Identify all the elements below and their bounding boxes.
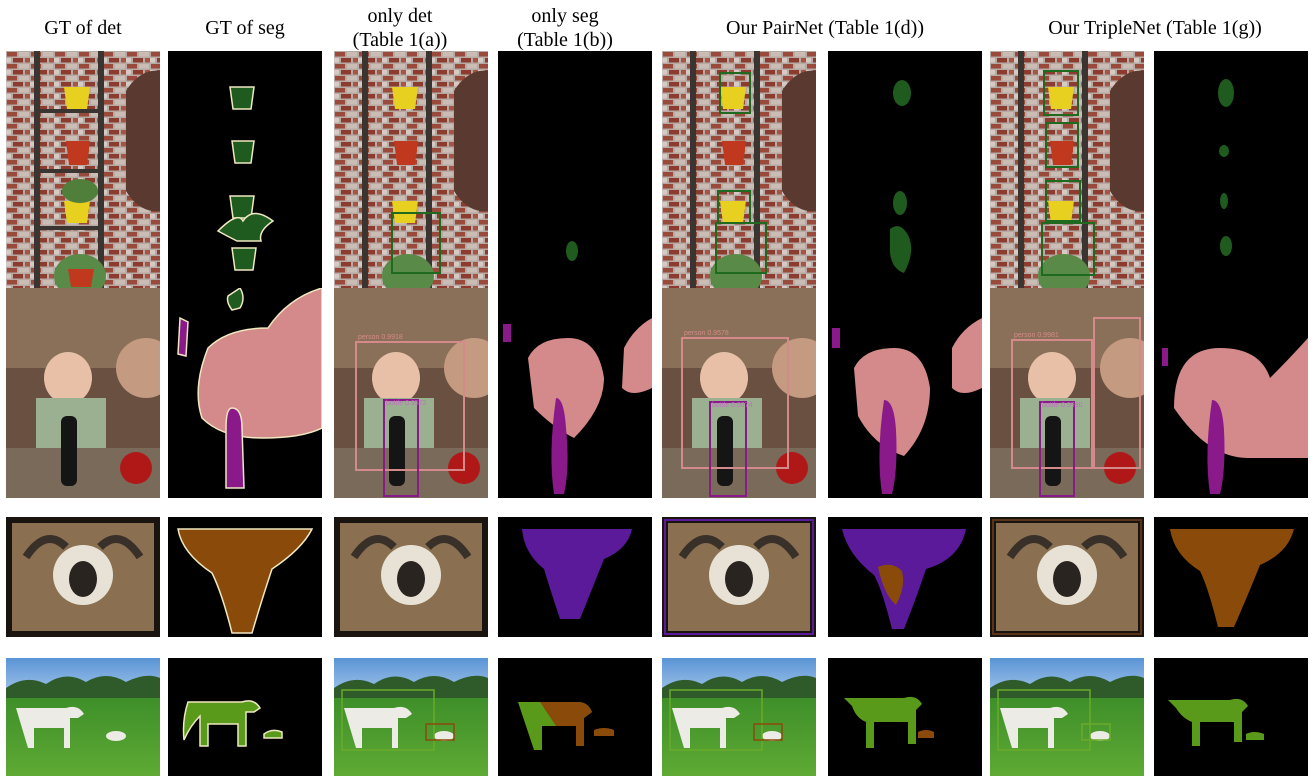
box-label-bottle-d: bottle 0.9974 bbox=[712, 402, 753, 409]
row2-pairnet-seg-mask bbox=[828, 288, 982, 498]
box-label-bottle-g: bottle 0.9980 bbox=[1042, 402, 1083, 409]
row2-gt-seg-mask bbox=[168, 288, 322, 498]
row3-triplenet-det-photo bbox=[990, 517, 1144, 637]
row2-pairnet-det-photo: person 0.9578 bottle 0.9974 bbox=[662, 288, 816, 498]
row4-gt-seg-mask bbox=[168, 658, 322, 776]
row1-gt-seg-mask bbox=[168, 51, 322, 288]
row4-pairnet-seg-mask bbox=[828, 658, 982, 776]
row1-only-det-photo bbox=[334, 51, 488, 288]
box-label-person-g: person 0.9981 bbox=[1014, 332, 1059, 339]
row1-gt-det-photo bbox=[6, 51, 160, 288]
row4-only-seg-mask bbox=[498, 658, 652, 776]
row4-gt-det-photo bbox=[6, 658, 160, 776]
row4-triplenet-seg-mask bbox=[1154, 658, 1308, 776]
row3-gt-seg-mask bbox=[168, 517, 322, 637]
row1-only-seg-mask bbox=[498, 51, 652, 288]
header-triplenet: Our TripleNet (Table 1(g)) bbox=[1048, 17, 1262, 39]
header-gt-det: GT of det bbox=[44, 17, 122, 39]
row2-gt-det-photo bbox=[6, 288, 160, 498]
header-only-det: only det (Table 1(a)) bbox=[352, 5, 448, 51]
row3-only-det-photo bbox=[334, 517, 488, 637]
row4-pairnet-det-photo bbox=[662, 658, 816, 776]
row1-triplenet-seg-mask bbox=[1154, 51, 1308, 288]
row1-triplenet-det-photo bbox=[990, 51, 1144, 288]
row4-triplenet-det-photo bbox=[990, 658, 1144, 776]
row3-only-seg-mask bbox=[498, 517, 652, 637]
box-label-bottle-a: bottle 0.9572 bbox=[386, 400, 427, 407]
row2-triplenet-seg-mask bbox=[1154, 288, 1308, 498]
row3-gt-det-photo bbox=[6, 517, 160, 637]
row3-triplenet-seg-mask bbox=[1154, 517, 1308, 637]
header-gt-seg: GT of seg bbox=[205, 17, 285, 39]
row1-pairnet-seg-mask bbox=[828, 51, 982, 288]
row2-only-det-photo: person 0.9918 bottle 0.9572 bbox=[334, 288, 488, 498]
row1-pairnet-det-photo bbox=[662, 51, 816, 288]
row2-triplenet-det-photo: person 0.9981 bottle 0.9980 bbox=[990, 288, 1144, 498]
row3-pairnet-det-photo bbox=[662, 517, 816, 637]
row4-only-det-photo bbox=[334, 658, 488, 776]
box-label-person-d: person 0.9578 bbox=[684, 330, 729, 337]
row2-only-seg-mask bbox=[498, 288, 652, 498]
header-pairnet: Our PairNet (Table 1(d)) bbox=[726, 17, 924, 39]
header-only-seg: only seg (Table 1(b)) bbox=[517, 5, 613, 51]
row3-pairnet-seg-mask bbox=[828, 517, 982, 637]
box-label-person-a: person 0.9918 bbox=[358, 334, 403, 341]
